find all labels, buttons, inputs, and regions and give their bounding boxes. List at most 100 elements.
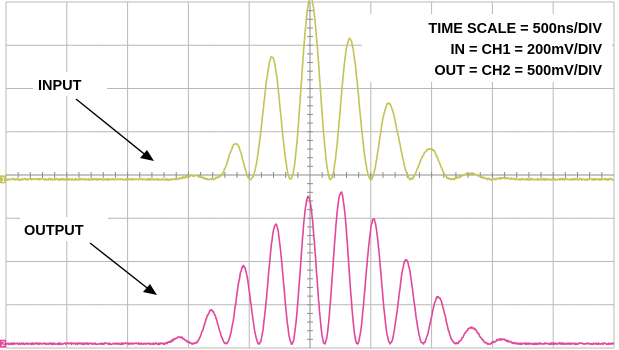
grid-subdivision-dot — [589, 304, 591, 306]
grid-subdivision-dot — [200, 44, 202, 46]
grid-subdivision-dot — [467, 131, 469, 133]
grid-subdivision-dot — [528, 88, 530, 89]
grid-subdivision-dot — [54, 131, 56, 133]
grid-subdivision-dot — [479, 88, 481, 89]
grid-subdivision-dot — [601, 217, 603, 219]
grid-subdivision-dot — [139, 88, 141, 89]
ch2-trace — [5, 191, 615, 346]
grid-subdivision-dot — [29, 88, 31, 89]
grid-subdivision-dot — [333, 88, 335, 89]
grid-subdivision-dot — [504, 261, 506, 262]
grid-subdivision-dot — [394, 261, 396, 262]
grid-subdivision-dot — [345, 261, 347, 262]
grid-subdivision-dot — [54, 44, 56, 46]
grid-subdivision-dot — [151, 88, 153, 89]
grid-subdivision-dot — [54, 304, 56, 306]
grid-subdivision-dot — [224, 217, 226, 219]
grid-subdivision-dot — [163, 304, 165, 306]
grid-subdivision-dot — [564, 261, 566, 262]
grid-subdivision-dot — [540, 131, 542, 133]
grid-subdivision-dot — [90, 304, 92, 306]
grid-subdivision-dot — [382, 88, 384, 89]
output-annotation: OUTPUT — [20, 217, 157, 295]
output-arrowhead — [143, 284, 157, 295]
grid-subdivision-dot — [175, 304, 177, 306]
grid-subdivision-dot — [114, 261, 116, 262]
grid-subdivision-dot — [260, 261, 262, 262]
grid-subdivision-dot — [90, 44, 92, 46]
grid-subdivision-dot — [540, 304, 542, 306]
grid-subdivision-dot — [540, 261, 542, 262]
grid-subdivision-dot — [516, 131, 518, 133]
grid-subdivision-dot — [273, 261, 275, 262]
grid-subdivision-dot — [297, 88, 299, 89]
grid-subdivision-dot — [236, 88, 238, 89]
grid-subdivision-dot — [601, 131, 603, 133]
grid-subdivision-dot — [114, 304, 116, 306]
grid-subdivision-dot — [394, 304, 396, 306]
time-scale-text: TIME SCALE = 500ns/DIV — [428, 21, 602, 37]
grid-subdivision-dot — [358, 131, 360, 133]
grid-subdivision-dot — [163, 217, 165, 219]
grid-subdivision-dot — [321, 131, 323, 133]
grid-subdivision-dot — [406, 304, 408, 306]
grid-subdivision-dot — [78, 261, 80, 262]
ch2-marker-label: 2 — [1, 340, 5, 348]
grid-subdivision-dot — [285, 217, 287, 219]
grid-subdivision-dot — [78, 304, 80, 306]
ch1-marker-label: 1 — [1, 176, 5, 184]
grid-subdivision-dot — [151, 304, 153, 306]
grid-subdivision-dot — [406, 131, 408, 133]
grid-subdivision-dot — [528, 304, 530, 306]
grid-subdivision-dot — [285, 88, 287, 89]
channel-markers: 12 — [0, 175, 6, 348]
grid-subdivision-dot — [564, 217, 566, 219]
grid-subdivision-dot — [200, 304, 202, 306]
grid-subdivision-dot — [260, 304, 262, 306]
grid-subdivision-dot — [151, 261, 153, 262]
grid-subdivision-dot — [504, 304, 506, 306]
grid-subdivision-dot — [540, 88, 542, 89]
traces — [5, 0, 615, 346]
output-label: OUTPUT — [24, 223, 84, 239]
grid-subdivision-dot — [273, 44, 275, 46]
grid-subdivision-dot — [285, 261, 287, 262]
grid-subdivision-dot — [285, 44, 287, 46]
ch2-ground-marker — [0, 339, 6, 348]
grid-subdivision-dot — [273, 131, 275, 133]
grid-subdivision-dot — [175, 217, 177, 219]
grid-subdivision-dot — [504, 88, 506, 89]
grid-subdivision-dot — [224, 304, 226, 306]
grid-subdivision-dot — [200, 261, 202, 262]
grid-subdivision-dot — [467, 261, 469, 262]
grid-subdivision-dot — [41, 261, 43, 262]
grid-subdivision-dot — [577, 304, 579, 306]
grid-subdivision-dot — [212, 217, 214, 219]
grid-subdivision-dot — [358, 217, 360, 219]
grid-subdivision-dot — [479, 304, 481, 306]
grid-subdivision-dot — [151, 217, 153, 219]
grid-subdivision-dot — [175, 88, 177, 89]
grid-subdivision-dot — [406, 88, 408, 89]
grid-subdivision-dot — [102, 131, 104, 133]
grid-subdivision-dot — [589, 131, 591, 133]
grid-subdivision-dot — [358, 304, 360, 306]
grid-subdivision-dot — [285, 131, 287, 133]
grid-subdivision-dot — [418, 217, 420, 219]
grid-subdivision-dot — [479, 131, 481, 133]
grid-subdivision-dot — [516, 217, 518, 219]
grid-subdivision-dot — [224, 88, 226, 89]
grid-subdivision-dot — [236, 261, 238, 262]
grid-subdivision-dot — [17, 304, 19, 306]
grid-subdivision-dot — [224, 44, 226, 46]
grid-subdivision-dot — [297, 217, 299, 219]
grid-subdivision-dot — [321, 217, 323, 219]
grid-subdivision-dot — [455, 131, 457, 133]
grid-subdivision-dot — [394, 217, 396, 219]
grid-subdivision-dot — [236, 131, 238, 133]
grid-subdivision-dot — [29, 261, 31, 262]
grid-subdivision-dot — [504, 217, 506, 219]
grid-subdivision-dot — [29, 44, 31, 46]
grid-subdivision-dot — [516, 88, 518, 89]
grid-subdivision-dot — [455, 304, 457, 306]
